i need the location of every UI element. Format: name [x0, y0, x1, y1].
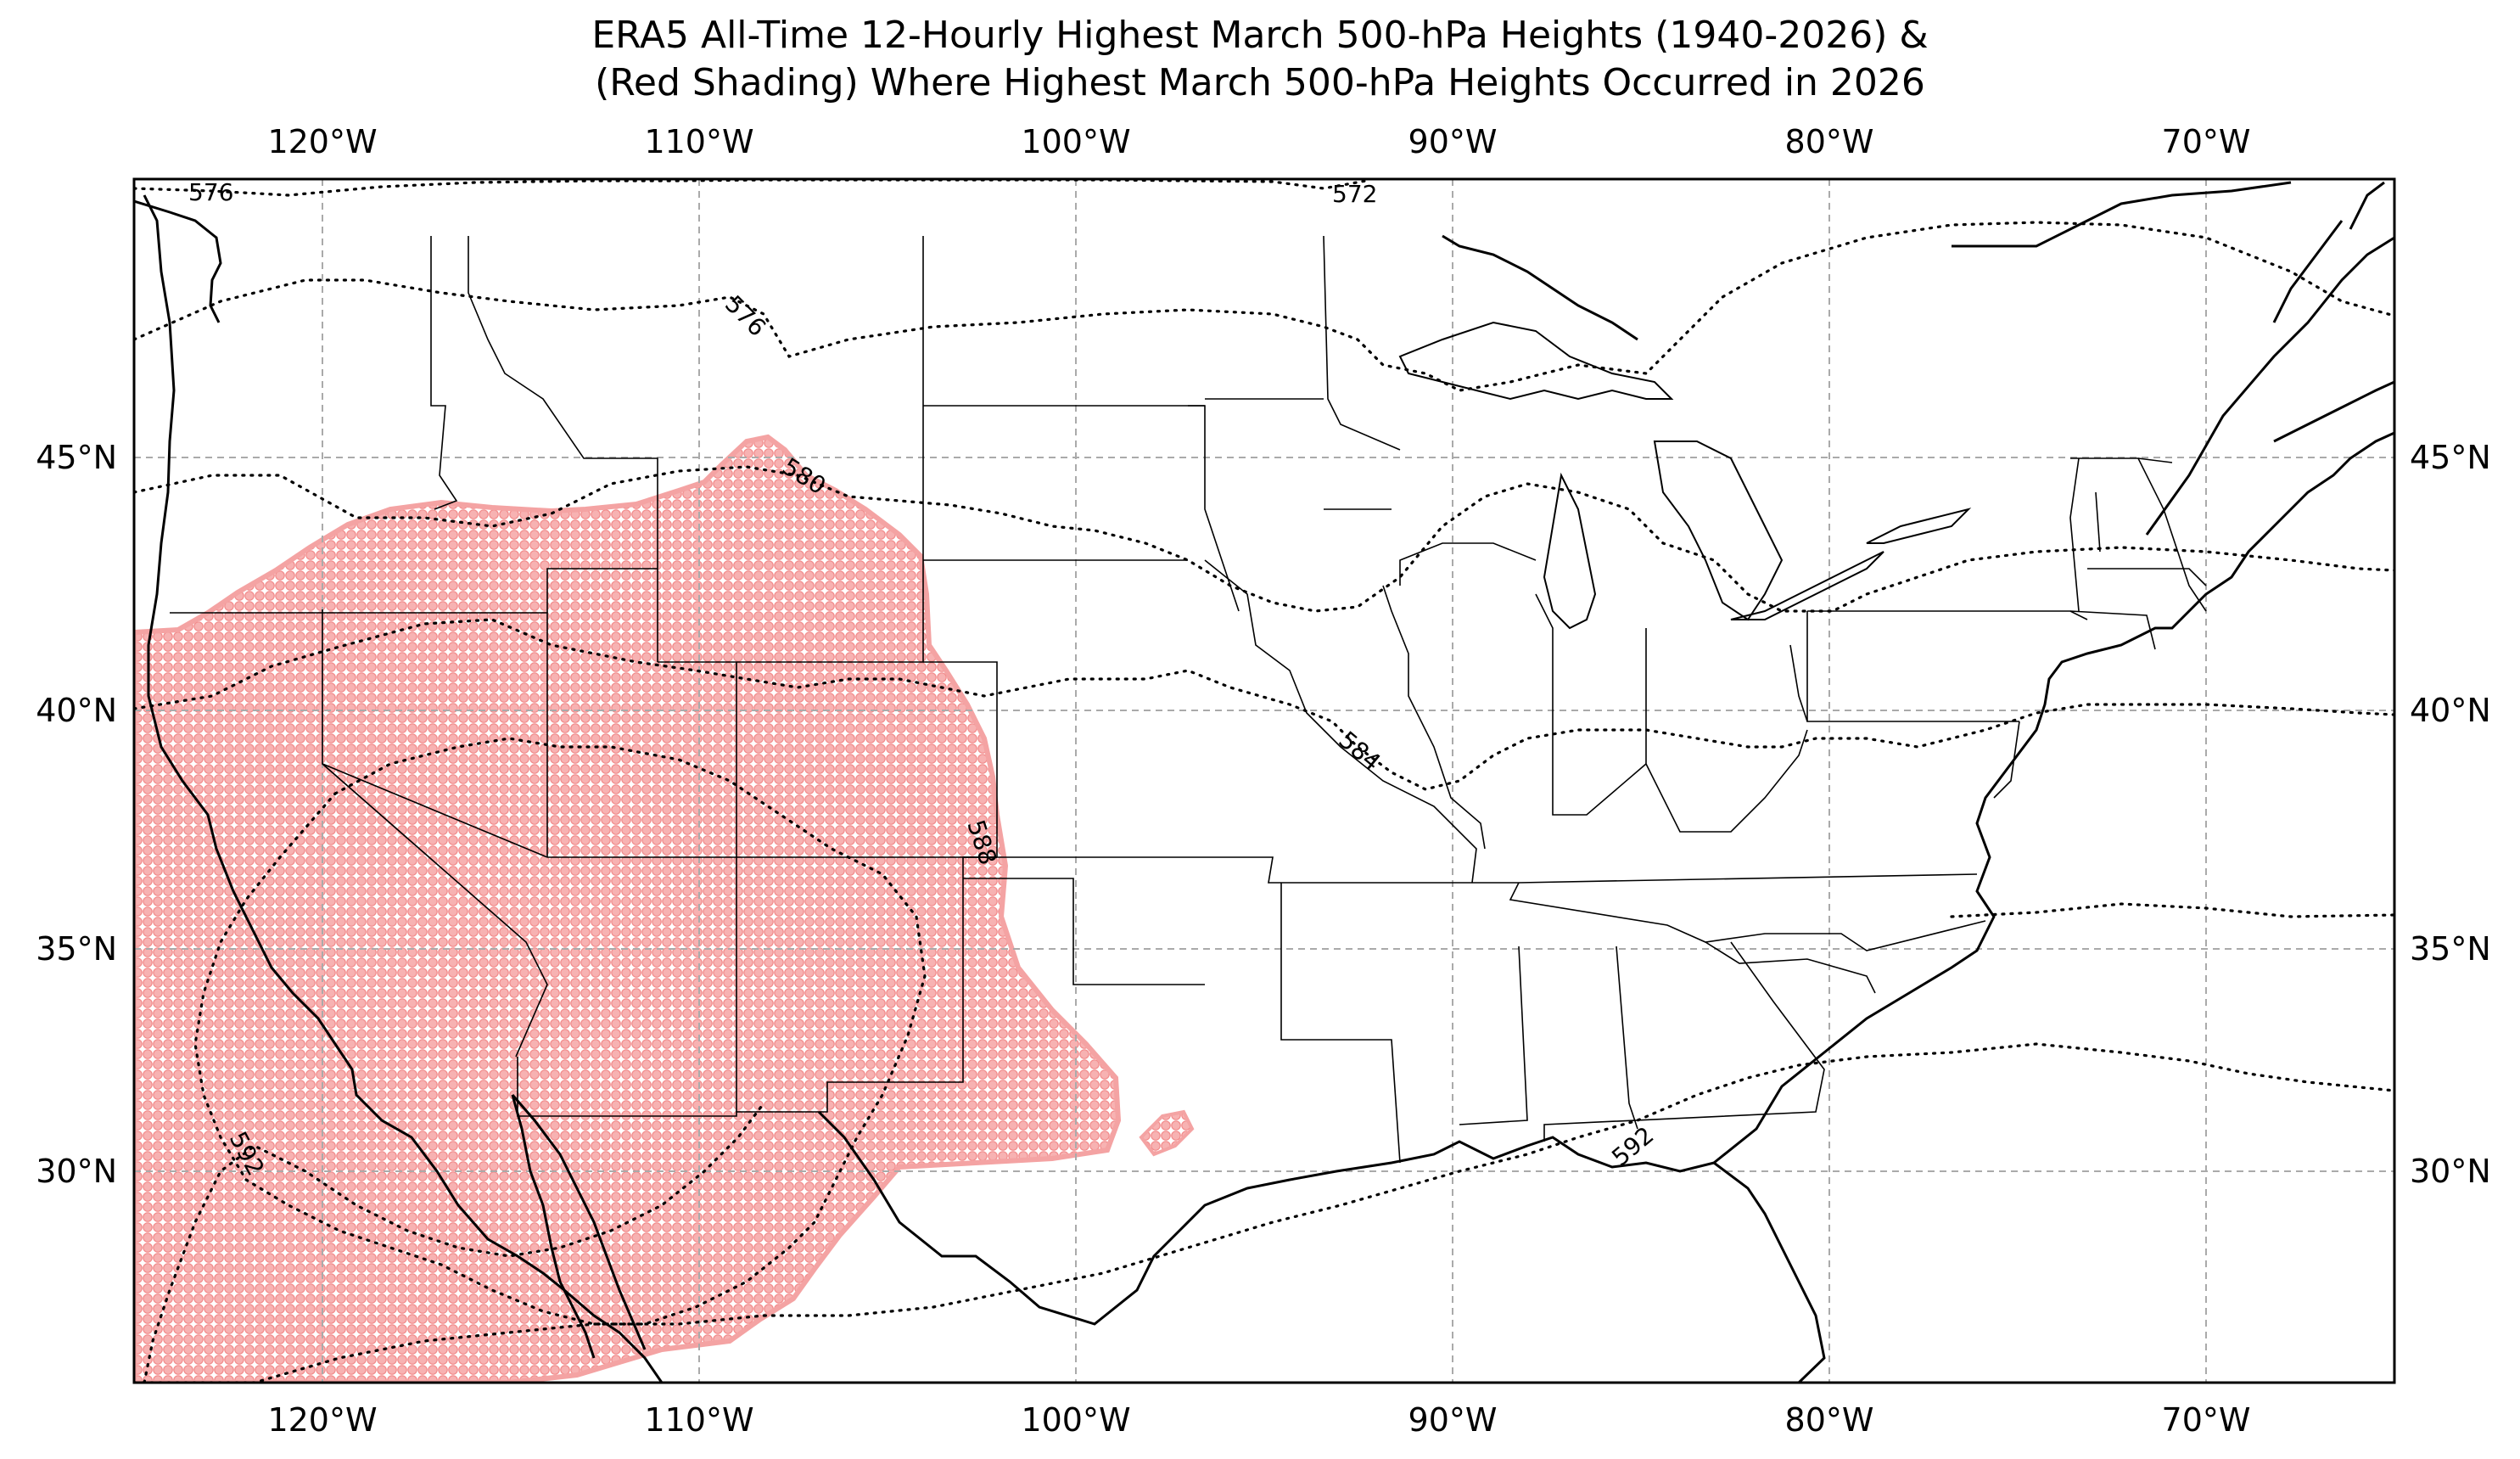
- contour-label-584: 584: [1334, 726, 1386, 777]
- lon-label-80w-bottom: 80°W: [1785, 1401, 1874, 1439]
- contour-588-east: [1950, 902, 2394, 918]
- lon-label-120w-top: 120°W: [267, 123, 377, 160]
- record-height-shading-patch: [1139, 1109, 1195, 1157]
- lon-label-70w-bottom: 70°W: [2162, 1401, 2251, 1439]
- lat-label-40n-right: 40°N: [2410, 692, 2491, 729]
- map-area: 576 572 576 580 584 588 592 592: [134, 178, 2394, 1383]
- state-boundaries: [170, 235, 2207, 1164]
- contour-592: [134, 1042, 2394, 1383]
- gridlines: [134, 179, 2394, 1383]
- map-frame: [132, 177, 2396, 1384]
- contour-588: [193, 737, 927, 1326]
- lat-label-35n-left: 35°N: [36, 930, 117, 968]
- lat-label-45n-left: 45°N: [36, 439, 117, 476]
- lon-label-110w-top: 110°W: [644, 123, 753, 160]
- lon-label-110w-bottom: 110°W: [644, 1401, 753, 1439]
- contour-592-inner: [143, 1102, 765, 1383]
- contour-580: [134, 465, 2394, 613]
- lat-label-45n-right: 45°N: [2410, 439, 2491, 476]
- lon-label-90w-bottom: 90°W: [1408, 1401, 1498, 1439]
- lon-label-120w-bottom: 120°W: [267, 1401, 377, 1439]
- lat-labels-left: 45°N 40°N 35°N 30°N: [36, 439, 117, 1190]
- lat-labels-right: 45°N 40°N 35°N 30°N: [2410, 439, 2491, 1190]
- lat-label-30n-left: 30°N: [36, 1153, 117, 1190]
- contour-label-576-west: 576: [188, 178, 233, 206]
- lon-label-80w-top: 80°W: [1785, 123, 1874, 160]
- title-line-1: ERA5 All-Time 12-Hourly Highest March 50…: [591, 14, 1929, 57]
- map-title: ERA5 All-Time 12-Hourly Highest March 50…: [0, 12, 2520, 107]
- contour-584: [134, 618, 2394, 791]
- title-line-2: (Red Shading) Where Highest March 500-hP…: [595, 61, 1925, 104]
- contour-label-576: 576: [720, 290, 771, 342]
- lon-label-90w-top: 90°W: [1408, 123, 1498, 160]
- contour-576: [134, 221, 2394, 392]
- contour-label-572: 572: [1332, 180, 1377, 208]
- lon-label-100w-bottom: 100°W: [1021, 1401, 1130, 1439]
- lon-label-100w-top: 100°W: [1021, 123, 1130, 160]
- coastline: [134, 181, 2394, 1383]
- lon-labels-top: 120°W 110°W 100°W 90°W 80°W 70°W: [267, 123, 2250, 160]
- contour-572: [134, 179, 1368, 197]
- lon-labels-bottom: 120°W 110°W 100°W 90°W 80°W 70°W: [267, 1401, 2250, 1439]
- lon-label-70w-top: 70°W: [2162, 123, 2251, 160]
- lat-label-35n-right: 35°N: [2410, 930, 2491, 968]
- lat-label-30n-right: 30°N: [2410, 1153, 2491, 1190]
- lat-label-40n-left: 40°N: [36, 692, 117, 729]
- great-lakes: [1398, 321, 1972, 630]
- record-height-shading: [134, 434, 1122, 1383]
